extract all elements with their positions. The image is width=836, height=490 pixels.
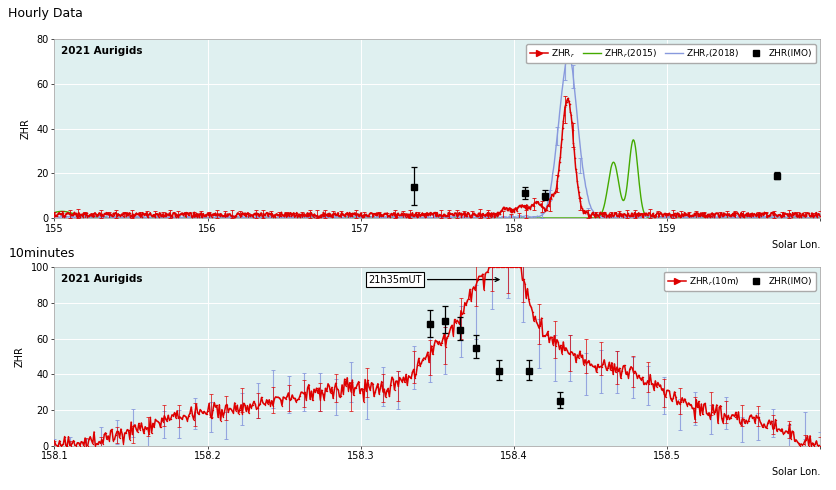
Text: 10minutes: 10minutes: [8, 247, 74, 261]
Y-axis label: ZHR: ZHR: [21, 118, 31, 139]
Y-axis label: ZHR: ZHR: [15, 346, 25, 367]
Text: 21h35mUT: 21h35mUT: [368, 274, 498, 285]
Legend: ZHR$_r$, ZHR$_r$(2015), ZHR$_r$(2018), ZHR(IMO): ZHR$_r$, ZHR$_r$(2015), ZHR$_r$(2018), Z…: [525, 44, 815, 63]
Text: Hourly Data: Hourly Data: [8, 7, 83, 21]
Legend: ZHR$_r$(10m), ZHR(IMO): ZHR$_r$(10m), ZHR(IMO): [663, 271, 815, 291]
Text: Solar Lon.: Solar Lon.: [771, 467, 819, 477]
Text: 2021 Aurigids: 2021 Aurigids: [60, 274, 142, 284]
Text: 2021 Aurigids: 2021 Aurigids: [60, 47, 142, 56]
Text: Solar Lon.: Solar Lon.: [771, 240, 819, 249]
